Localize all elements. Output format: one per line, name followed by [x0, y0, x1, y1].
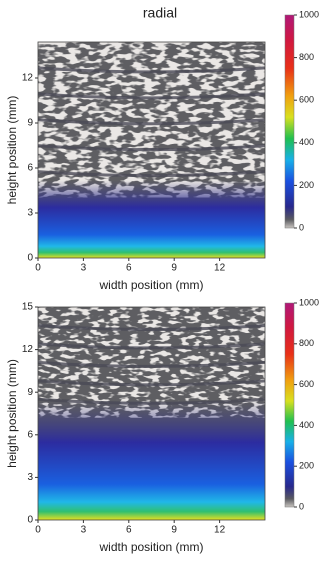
heatmap-dark-band: [37, 342, 266, 350]
colorbar-tick-label: 800: [299, 338, 314, 348]
colorbar-tick-label: 1000: [299, 9, 319, 19]
y-tick-label: 6: [27, 429, 33, 440]
colorbar-tick-label: 200: [299, 180, 314, 190]
x-tick-label: 9: [171, 263, 177, 274]
y-tick-label: 12: [22, 73, 34, 84]
colorbar-tick-label: 800: [299, 52, 314, 62]
colorbar-tick-label: 200: [299, 461, 314, 471]
x-tick-label: 12: [214, 525, 226, 536]
colorbar-tick-label: 600: [299, 379, 314, 389]
y-tick-label: 3: [27, 472, 33, 483]
y-axis-label: height position (mm): [5, 96, 19, 205]
x-tick-label: 0: [35, 263, 41, 274]
y-tick-label: 6: [27, 163, 33, 174]
heatmap-light-patches: [38, 307, 265, 418]
y-tick-label: 9: [27, 118, 33, 129]
plot-frame: [37, 306, 266, 521]
colorbar-tick-label: 400: [299, 137, 314, 147]
chart-title: radial: [143, 5, 177, 21]
plot-frame: [37, 41, 266, 259]
y-tick-label: 15: [22, 302, 34, 313]
heatmap-dark-band: [37, 170, 266, 178]
heatmap-blue-region: [38, 400, 265, 520]
x-tick-label: 3: [81, 263, 87, 274]
colorbar-tick-label: 1000: [299, 297, 319, 307]
colorbar-tick-label: 0: [299, 222, 304, 232]
y-axis-label: height position (mm): [5, 359, 19, 468]
x-axis-label: width position (mm): [98, 278, 203, 292]
x-tick-label: 9: [171, 525, 177, 536]
colorbar-tick-label: 0: [299, 501, 304, 511]
x-tick-label: 3: [81, 525, 87, 536]
colorbar-tick-label: 400: [299, 420, 314, 430]
y-tick-label: 3: [27, 208, 33, 219]
colorbar: [284, 302, 295, 508]
x-axis-label: width position (mm): [98, 540, 203, 554]
heatmap-dark-band: [37, 323, 266, 331]
y-tick-label: 9: [27, 387, 33, 398]
heatmap-dark-band: [37, 118, 266, 126]
heatmap-dark-band: [37, 92, 266, 100]
y-tick-label: 12: [22, 344, 34, 355]
heatmap-dark-band: [37, 144, 266, 152]
heatmap-dark-band: [37, 66, 266, 74]
heatmap-dark-band: [37, 360, 266, 368]
x-tick-label: 12: [214, 263, 226, 274]
colorbar-tick-label: 600: [299, 95, 314, 105]
y-tick-label: 0: [27, 515, 33, 526]
x-tick-label: 6: [126, 263, 132, 274]
heatmap-light-patches: [38, 42, 265, 198]
heatmap-dark-band: [37, 379, 266, 387]
x-tick-label: 0: [35, 525, 41, 536]
x-tick-label: 6: [126, 525, 132, 536]
heatmap-blue-region: [38, 180, 265, 258]
colorbar: [284, 14, 295, 229]
y-tick-label: 0: [27, 253, 33, 264]
